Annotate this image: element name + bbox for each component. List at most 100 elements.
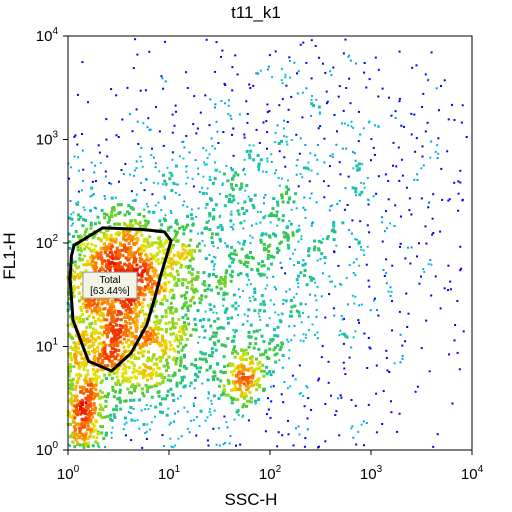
event-dot (167, 366, 170, 369)
event-dot (437, 152, 440, 155)
event-dot (258, 168, 260, 171)
event-dot (314, 333, 317, 336)
event-dot (262, 242, 266, 246)
event-dot (123, 312, 127, 316)
event-dot (134, 257, 138, 261)
event-dot (142, 423, 146, 426)
event-dot (142, 288, 146, 292)
event-dot (351, 425, 354, 428)
event-dot (355, 238, 358, 241)
event-dot (259, 318, 262, 321)
event-dot (208, 408, 211, 411)
event-dot (151, 282, 155, 286)
event-dot (373, 299, 376, 302)
event-dot (113, 350, 117, 354)
event-dot (198, 249, 202, 253)
event-dot (98, 395, 102, 399)
event-dot (328, 209, 331, 212)
event-dot (171, 131, 174, 134)
event-dot (173, 371, 177, 375)
event-dot (237, 240, 240, 243)
event-dot (208, 176, 211, 179)
event-dot (146, 267, 150, 271)
event-dot (410, 112, 413, 115)
event-dot (140, 387, 144, 391)
event-dot (169, 421, 172, 424)
event-dot (89, 209, 93, 213)
event-dot (259, 240, 263, 244)
event-dot (91, 259, 95, 263)
event-dot (161, 77, 164, 80)
event-dot (267, 249, 271, 253)
event-dot (107, 259, 110, 263)
event-dot (165, 299, 169, 303)
event-dot (390, 400, 392, 403)
event-dot (115, 134, 118, 137)
event-dot (285, 226, 289, 229)
event-dot (113, 362, 117, 366)
event-dot (111, 237, 115, 241)
event-dot (135, 315, 139, 319)
event-dot (270, 214, 274, 218)
event-dot (388, 96, 390, 99)
event-dot (222, 297, 226, 301)
event-dot (183, 146, 186, 149)
event-dot (74, 423, 78, 427)
event-dot (224, 442, 226, 444)
event-dot (268, 243, 272, 247)
event-dot (275, 247, 279, 251)
event-dot (69, 355, 73, 359)
event-dot (208, 228, 212, 231)
event-dot (241, 376, 244, 380)
event-dot (425, 242, 428, 245)
event-dot (103, 300, 107, 304)
event-dot (248, 342, 252, 345)
event-dot (385, 349, 388, 352)
event-dot (270, 153, 273, 156)
event-dot (340, 283, 343, 286)
event-dot (147, 276, 151, 280)
event-dot (82, 365, 86, 369)
event-dot (185, 135, 188, 137)
event-dot (169, 210, 172, 212)
event-dot (151, 336, 155, 340)
event-dot (366, 224, 369, 227)
gate-outline[interactable] (68, 226, 173, 373)
event-dot (95, 207, 98, 210)
event-dot (130, 342, 134, 346)
event-dot (104, 170, 107, 173)
event-dot (459, 245, 462, 248)
gate-total[interactable]: Total[63.44%] (68, 226, 173, 373)
event-dot (226, 337, 230, 341)
event-dot (287, 187, 290, 191)
event-dot (204, 163, 207, 166)
event-dot (256, 154, 260, 157)
event-dot (99, 381, 103, 385)
event-dot (181, 283, 185, 287)
event-dot (81, 302, 85, 306)
event-dot (210, 354, 214, 358)
event-dot (234, 307, 238, 311)
event-dot (96, 432, 100, 435)
event-dot (208, 254, 211, 256)
event-dot (269, 338, 273, 342)
event-dot (342, 52, 345, 55)
event-dot (158, 382, 162, 386)
event-dot (282, 299, 285, 301)
event-dot (121, 243, 125, 247)
event-dot (139, 245, 143, 249)
event-dot (154, 162, 157, 165)
event-dot (296, 158, 299, 161)
event-dot (190, 254, 194, 258)
event-dot (155, 381, 159, 385)
event-dot (329, 280, 332, 283)
event-dot (305, 61, 308, 64)
event-dot (232, 127, 235, 130)
event-dot (67, 383, 71, 387)
event-dot (424, 130, 427, 133)
event-dot (318, 112, 321, 115)
event-dot (116, 267, 120, 270)
event-dot (130, 190, 133, 193)
event-dot (230, 275, 234, 278)
event-dot (201, 357, 205, 361)
